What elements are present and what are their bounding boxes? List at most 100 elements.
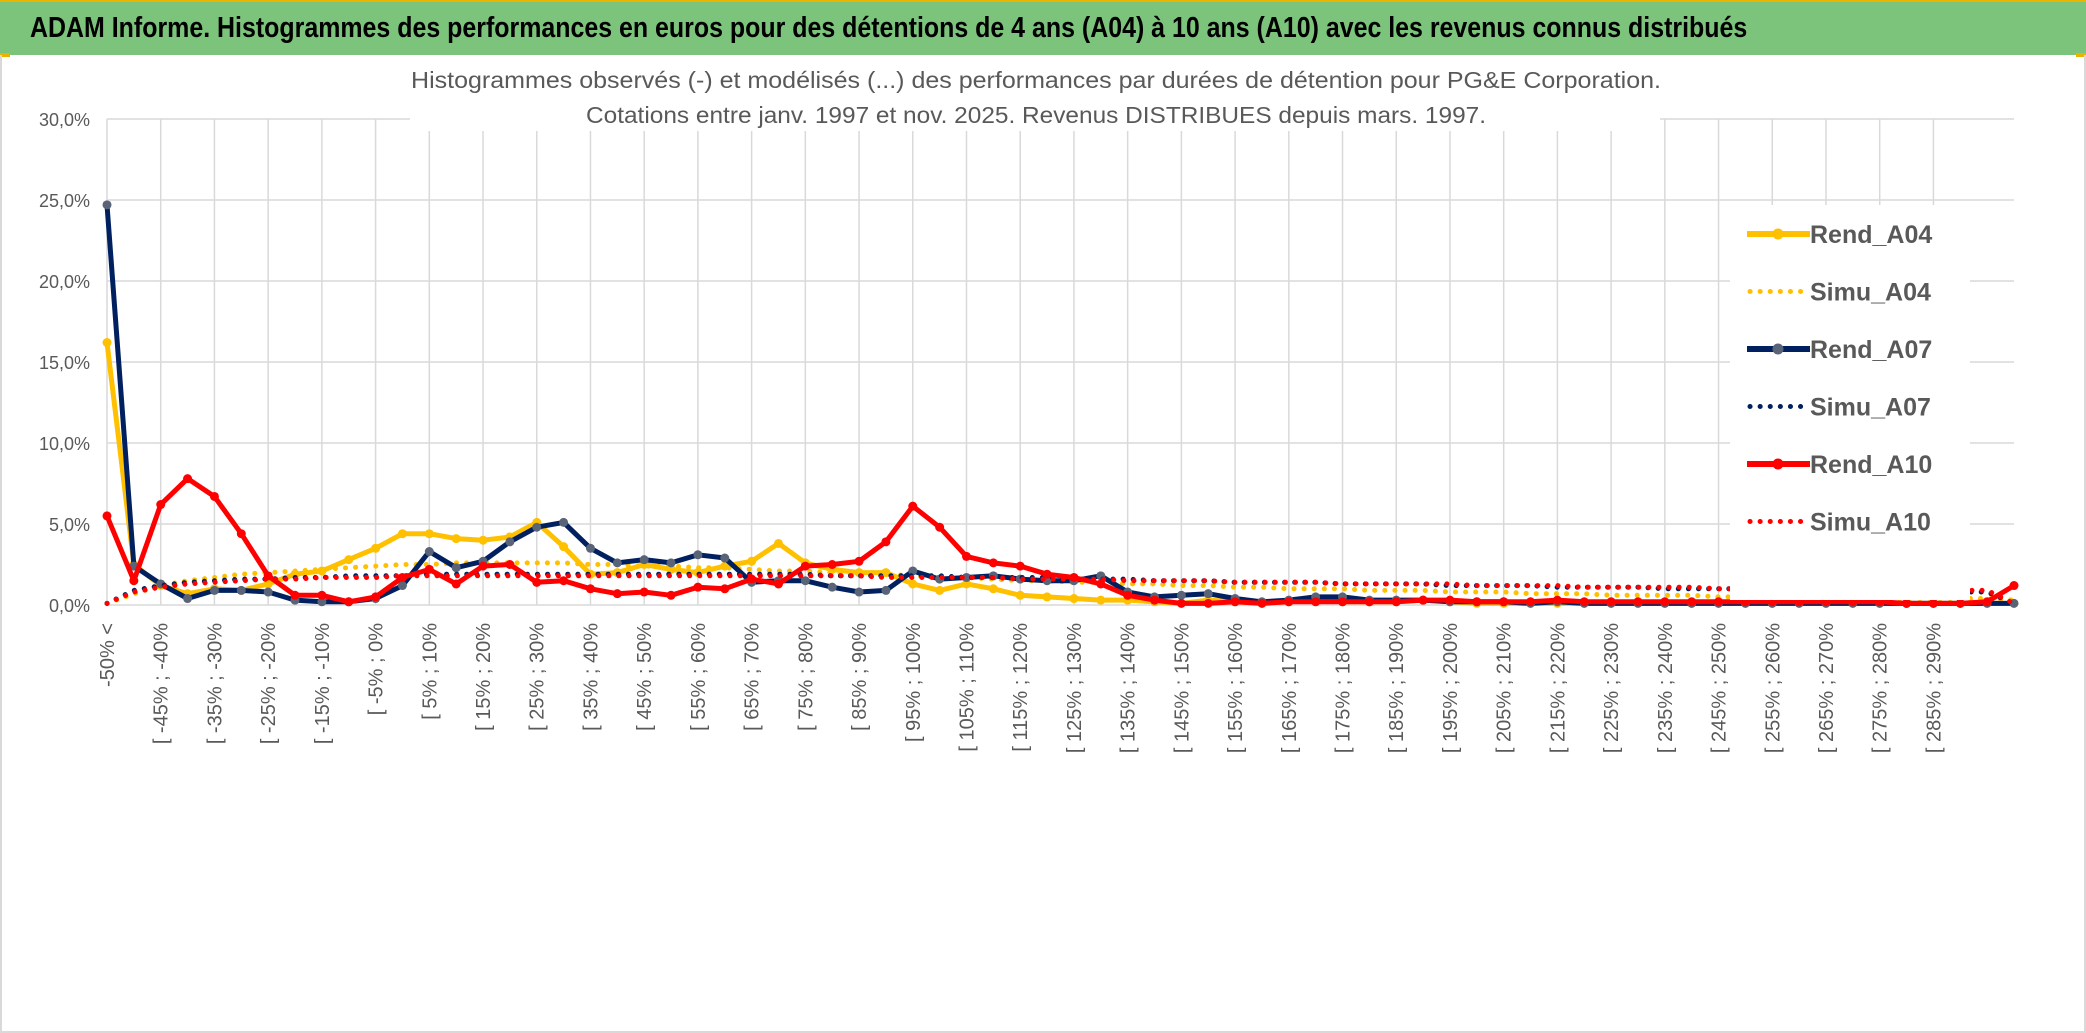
x-tick-label: [ 45% ; 50% — [634, 623, 656, 731]
data-point — [102, 338, 112, 348]
legend-item-rend-a10: Rend_A10 — [1747, 451, 1932, 479]
data-point — [666, 558, 676, 568]
series-line — [104, 342, 2014, 606]
data-point — [585, 584, 595, 594]
data-point — [854, 587, 864, 597]
data-point — [559, 517, 569, 527]
data-point — [317, 597, 327, 607]
legend-label: Rend_A04 — [1810, 221, 1932, 249]
legend-marker — [1772, 228, 1784, 240]
data-point — [881, 537, 891, 547]
data-point — [854, 556, 864, 566]
data-point — [720, 584, 730, 594]
legend-marker — [1772, 343, 1784, 355]
data-point — [1257, 598, 1267, 608]
x-tick-label: [ 85% ; 90% — [849, 623, 871, 731]
x-tick-label: [ 245% ; 250% — [1709, 623, 1731, 753]
data-point — [1902, 598, 1912, 608]
x-tick-label: [ 145% ; 150% — [1171, 623, 1193, 753]
data-point — [129, 576, 139, 586]
series-line — [104, 204, 2014, 606]
legend-marker — [1772, 458, 1784, 470]
data-point — [317, 590, 327, 600]
data-point — [1015, 590, 1025, 600]
x-tick-label: [ -45% ; -40% — [151, 623, 173, 744]
data-point — [1042, 592, 1052, 602]
data-point — [424, 564, 434, 574]
x-axis-tick-labels: -50% < [ -45% ; -40% [ -35% ; -30% [ -25% ;… — [97, 623, 1945, 753]
data-point — [1928, 598, 1938, 608]
x-tick-label: [ 275% ; 280% — [1870, 623, 1892, 753]
data-point — [290, 590, 300, 600]
legend: Rend_A04 Simu_A04 Rend_A07 Simu_A07 Rend_A10… — [1730, 205, 1970, 600]
data-point — [478, 535, 488, 545]
data-point — [1096, 595, 1106, 605]
legend-item-simu-a04: Simu_A04 — [1747, 279, 1931, 307]
data-point — [1069, 594, 1079, 604]
x-tick-label: [ 285% ; 290% — [1923, 623, 1945, 753]
data-point — [1714, 597, 1724, 607]
x-tick-label: [ 255% ; 260% — [1762, 623, 1784, 753]
data-point — [961, 579, 971, 589]
data-point — [639, 555, 649, 565]
data-point — [451, 563, 461, 573]
x-tick-label: [ 195% ; 200% — [1440, 623, 1462, 753]
data-point — [961, 572, 971, 582]
x-tick-label: [ 155% ; 160% — [1225, 623, 1247, 753]
data-point — [773, 579, 783, 589]
y-tick-label: 10,0% — [39, 434, 90, 454]
data-point — [612, 558, 622, 568]
x-tick-label: [ 15% ; 20% — [473, 623, 495, 731]
data-point — [666, 590, 676, 600]
legend-label: Simu_A07 — [1810, 394, 1931, 422]
data-point — [585, 543, 595, 553]
x-tick-label: [ 175% ; 180% — [1333, 623, 1355, 753]
chart-title: Histogrammes observés (-) et modélisés (… — [411, 67, 1661, 93]
data-point — [935, 522, 945, 532]
data-point — [908, 566, 918, 576]
data-point — [183, 474, 193, 484]
data-point — [397, 581, 407, 591]
data-point — [720, 553, 730, 563]
data-point — [559, 576, 569, 586]
y-tick-label: 5,0% — [49, 515, 90, 535]
legend-label: Rend_A10 — [1810, 451, 1932, 479]
data-point — [397, 529, 407, 539]
y-tick-label: 20,0% — [39, 272, 90, 292]
chart-area: 0,0% 5,0% 10,0% 15,0% 20,0% 25,0% 30,0% -50% <… — [0, 55, 2086, 1033]
data-point — [1123, 590, 1133, 600]
data-point — [1526, 597, 1536, 607]
x-tick-label: [ 125% ; 130% — [1064, 623, 1086, 753]
data-point — [988, 584, 998, 594]
x-tick-label: [ 135% ; 140% — [1118, 623, 1140, 753]
data-point — [1472, 597, 1482, 607]
data-point — [451, 579, 461, 589]
data-point — [1230, 597, 1240, 607]
gridlines — [106, 118, 2014, 606]
y-axis-tick-labels: 0,0% 5,0% 10,0% 15,0% 20,0% 25,0% 30,0% — [39, 110, 90, 616]
x-tick-label: [ 235% ; 240% — [1655, 623, 1677, 753]
data-point — [1687, 597, 1697, 607]
data-point — [639, 587, 649, 597]
x-tick-label: [ 215% ; 220% — [1547, 623, 1569, 753]
x-tick-label: [ -35% ; -30% — [204, 623, 226, 744]
legend-background — [1730, 205, 1970, 600]
legend-label: Simu_A04 — [1810, 279, 1931, 307]
data-point — [1338, 597, 1348, 607]
data-point — [747, 556, 757, 566]
data-point — [505, 560, 515, 569]
x-tick-label: [ 265% ; 270% — [1816, 623, 1838, 753]
data-point — [183, 594, 193, 604]
x-tick-label: [ 65% ; 70% — [742, 623, 764, 731]
data-point — [209, 585, 219, 595]
data-point — [532, 577, 542, 587]
data-point — [800, 561, 810, 571]
data-point — [559, 542, 569, 552]
y-tick-label: 15,0% — [39, 353, 90, 373]
series-line — [104, 573, 2017, 606]
corner-accent-right — [2076, 53, 2086, 57]
data-point — [344, 555, 354, 565]
data-point — [1982, 597, 1992, 607]
data-point — [1418, 595, 1428, 605]
data-point — [2009, 581, 2019, 591]
